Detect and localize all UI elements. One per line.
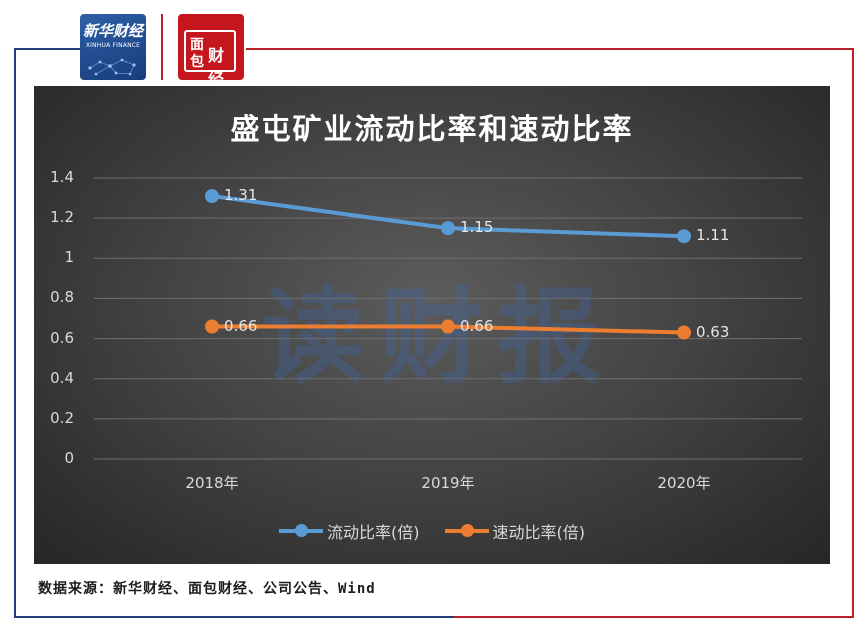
- data-label: 0.66: [460, 316, 494, 335]
- watermark-text: 读财报: [260, 276, 615, 398]
- data-point: [677, 229, 691, 244]
- y-tick-label: 0.4: [50, 368, 74, 387]
- legend-label-quick-ratio: 速动比率(倍): [492, 523, 586, 542]
- frame-right-line: [852, 48, 854, 618]
- data-source-note: 数据来源：新华财经、面包财经、公司公告、Wind: [38, 581, 376, 597]
- data-label: 0.66: [224, 316, 258, 335]
- legend-line-blue-icon: [278, 524, 323, 537]
- x-tick-label: 2020年: [657, 474, 711, 492]
- chart-legend: 流动比率(倍) 速动比率(倍): [34, 518, 830, 543]
- x-tick-label: 2019年: [421, 474, 475, 492]
- data-point: [441, 319, 455, 334]
- data-label: 1.15: [460, 218, 494, 237]
- mianbao-finance-logo: 面 包 财经: [178, 14, 244, 89]
- y-tick-label: 1: [64, 248, 74, 267]
- data-point: [677, 325, 691, 340]
- legend-item-current-ratio: 流动比率(倍): [278, 519, 420, 543]
- xinhua-logo-chinese-text: 新华财经: [82, 22, 143, 40]
- y-tick-label: 1.4: [50, 168, 74, 186]
- legend-label-current-ratio: 流动比率(倍): [326, 523, 420, 542]
- data-label: 1.31: [224, 186, 258, 205]
- legend-line-orange-icon: [444, 524, 489, 537]
- data-label: 0.63: [696, 322, 730, 341]
- mianbao-seal-mark: 面 包 财经: [184, 30, 236, 89]
- network-dots-icon: [88, 58, 136, 76]
- y-tick-label: 0: [64, 449, 74, 467]
- frame-top-left-line: [14, 48, 80, 50]
- frame-bottom-left-line: [14, 616, 454, 618]
- chart-panel: 读财报 盛屯矿业流动比率和速动比率 流动比率(倍) 速动比率(倍) 0 0.2 0.…: [34, 86, 830, 564]
- line-chart: [94, 177, 802, 460]
- data-point: [205, 319, 219, 334]
- data-point: [441, 221, 455, 236]
- frame-left-line: [14, 48, 16, 618]
- y-tick-label: 1.2: [50, 208, 74, 227]
- xinhua-logo-english-text: XINHUA FINANCE: [85, 42, 141, 49]
- legend-item-quick-ratio: 速动比率(倍): [444, 519, 586, 543]
- frame-bottom-right-line: [454, 616, 854, 618]
- frame-top-right-line: [246, 48, 854, 50]
- x-tick-label: 2018年: [185, 474, 239, 492]
- y-tick-label: 0.6: [50, 328, 74, 347]
- y-tick-label: 0.2: [50, 408, 74, 427]
- data-label: 1.11: [696, 226, 730, 245]
- y-tick-label: 0.8: [50, 288, 74, 307]
- data-point: [205, 189, 219, 204]
- chart-title: 盛屯矿业流动比率和速动比率: [230, 112, 634, 146]
- logo-divider: [161, 14, 163, 80]
- xinhua-finance-logo: 新华财经 XINHUA FINANCE: [80, 14, 146, 80]
